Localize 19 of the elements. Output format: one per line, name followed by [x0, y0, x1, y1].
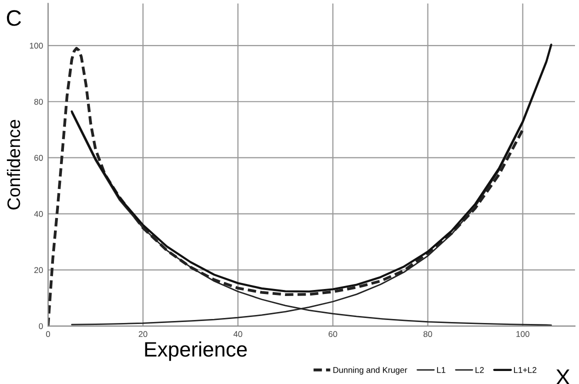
x-axis-title: Experience — [145, 341, 247, 361]
legend-label: Dunning and Kruger — [333, 366, 408, 375]
y-tick-label: 100 — [30, 42, 43, 49]
legend-label: L1 — [437, 367, 446, 373]
y-tick-label: 80 — [34, 98, 43, 105]
y-tick-label: 0 — [38, 323, 43, 330]
legend-label: L2 — [476, 367, 484, 373]
y-tick-label: 20 — [34, 267, 43, 274]
x-tick-label: 60 — [328, 331, 338, 337]
text: C — [6, 10, 21, 26]
x-tick-label: 40 — [233, 331, 242, 337]
y-axis-title: Confidence — [6, 120, 20, 210]
x-tick-label: 20 — [138, 331, 148, 337]
x-tick-label: 80 — [424, 331, 432, 337]
x-tick-label: 0 — [46, 331, 50, 337]
x-tick-label: 100 — [516, 331, 530, 337]
y-tick-label: 60 — [34, 154, 43, 161]
y-tick-label: 40 — [34, 211, 43, 217]
legend-label: L1+L2 — [514, 367, 536, 373]
